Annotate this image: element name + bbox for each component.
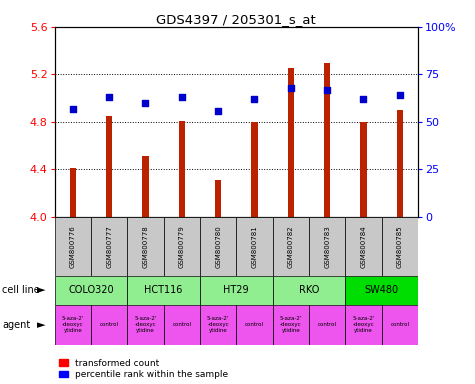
Text: GSM800777: GSM800777 — [106, 225, 112, 268]
Bar — [55, 305, 91, 345]
Bar — [127, 305, 163, 345]
Text: GSM800781: GSM800781 — [251, 225, 257, 268]
Bar — [251, 122, 258, 217]
Text: 5-aza-2'
-deoxyc
ytidine: 5-aza-2' -deoxyc ytidine — [207, 316, 229, 333]
Bar — [142, 156, 149, 217]
Bar — [381, 217, 418, 276]
Text: SW480: SW480 — [365, 285, 399, 296]
Title: GDS4397 / 205301_s_at: GDS4397 / 205301_s_at — [156, 13, 316, 26]
Text: GSM800784: GSM800784 — [361, 225, 367, 268]
Bar — [273, 305, 309, 345]
Bar — [200, 217, 237, 276]
Text: GSM800779: GSM800779 — [179, 225, 185, 268]
Bar — [163, 305, 200, 345]
Bar — [397, 110, 403, 217]
Text: HCT116: HCT116 — [144, 285, 183, 296]
Text: RKO: RKO — [299, 285, 319, 296]
Bar — [237, 305, 273, 345]
Bar — [287, 68, 294, 217]
Point — [287, 84, 294, 91]
Point — [251, 96, 258, 102]
Text: 5-aza-2'
-deoxyc
ytidine: 5-aza-2' -deoxyc ytidine — [280, 316, 302, 333]
Bar — [345, 276, 418, 305]
Bar — [69, 168, 76, 217]
Point — [396, 92, 404, 98]
Bar — [345, 217, 381, 276]
Text: control: control — [172, 322, 191, 327]
Bar — [127, 276, 200, 305]
Point — [142, 100, 149, 106]
Text: control: control — [390, 322, 409, 327]
Bar — [237, 217, 273, 276]
Text: GSM800780: GSM800780 — [215, 225, 221, 268]
Text: ►: ► — [37, 319, 45, 330]
Text: control: control — [318, 322, 337, 327]
Bar — [163, 217, 200, 276]
Text: cell line: cell line — [2, 285, 40, 296]
Bar — [309, 305, 345, 345]
Bar — [215, 180, 221, 217]
Text: GSM800783: GSM800783 — [324, 225, 330, 268]
Bar — [360, 122, 367, 217]
Bar — [309, 217, 345, 276]
Bar — [91, 217, 127, 276]
Bar — [324, 63, 331, 217]
Bar — [345, 305, 381, 345]
Bar — [381, 305, 418, 345]
Text: GSM800785: GSM800785 — [397, 225, 403, 268]
Bar — [273, 217, 309, 276]
Bar — [91, 305, 127, 345]
Text: agent: agent — [2, 319, 30, 330]
Bar — [106, 116, 113, 217]
Bar — [179, 121, 185, 217]
Point — [360, 96, 367, 102]
Bar — [127, 217, 163, 276]
Point — [214, 108, 222, 114]
Text: control: control — [100, 322, 119, 327]
Text: 5-aza-2'
-deoxyc
ytidine: 5-aza-2' -deoxyc ytidine — [352, 316, 375, 333]
Text: 5-aza-2'
-deoxyc
ytidine: 5-aza-2' -deoxyc ytidine — [134, 316, 157, 333]
Bar — [200, 305, 237, 345]
Point — [105, 94, 113, 100]
Bar — [200, 276, 273, 305]
Text: HT29: HT29 — [224, 285, 249, 296]
Text: 5-aza-2'
-deoxyc
ytidine: 5-aza-2' -deoxyc ytidine — [62, 316, 84, 333]
Text: GSM800778: GSM800778 — [142, 225, 149, 268]
Text: ►: ► — [37, 285, 45, 296]
Bar — [55, 276, 127, 305]
Text: GSM800782: GSM800782 — [288, 225, 294, 268]
Point — [323, 86, 331, 93]
Text: COLO320: COLO320 — [68, 285, 114, 296]
Text: control: control — [245, 322, 264, 327]
Bar — [55, 217, 91, 276]
Bar — [273, 276, 345, 305]
Point — [178, 94, 186, 100]
Point — [69, 106, 76, 112]
Text: GSM800776: GSM800776 — [70, 225, 76, 268]
Legend: transformed count, percentile rank within the sample: transformed count, percentile rank withi… — [59, 359, 228, 379]
